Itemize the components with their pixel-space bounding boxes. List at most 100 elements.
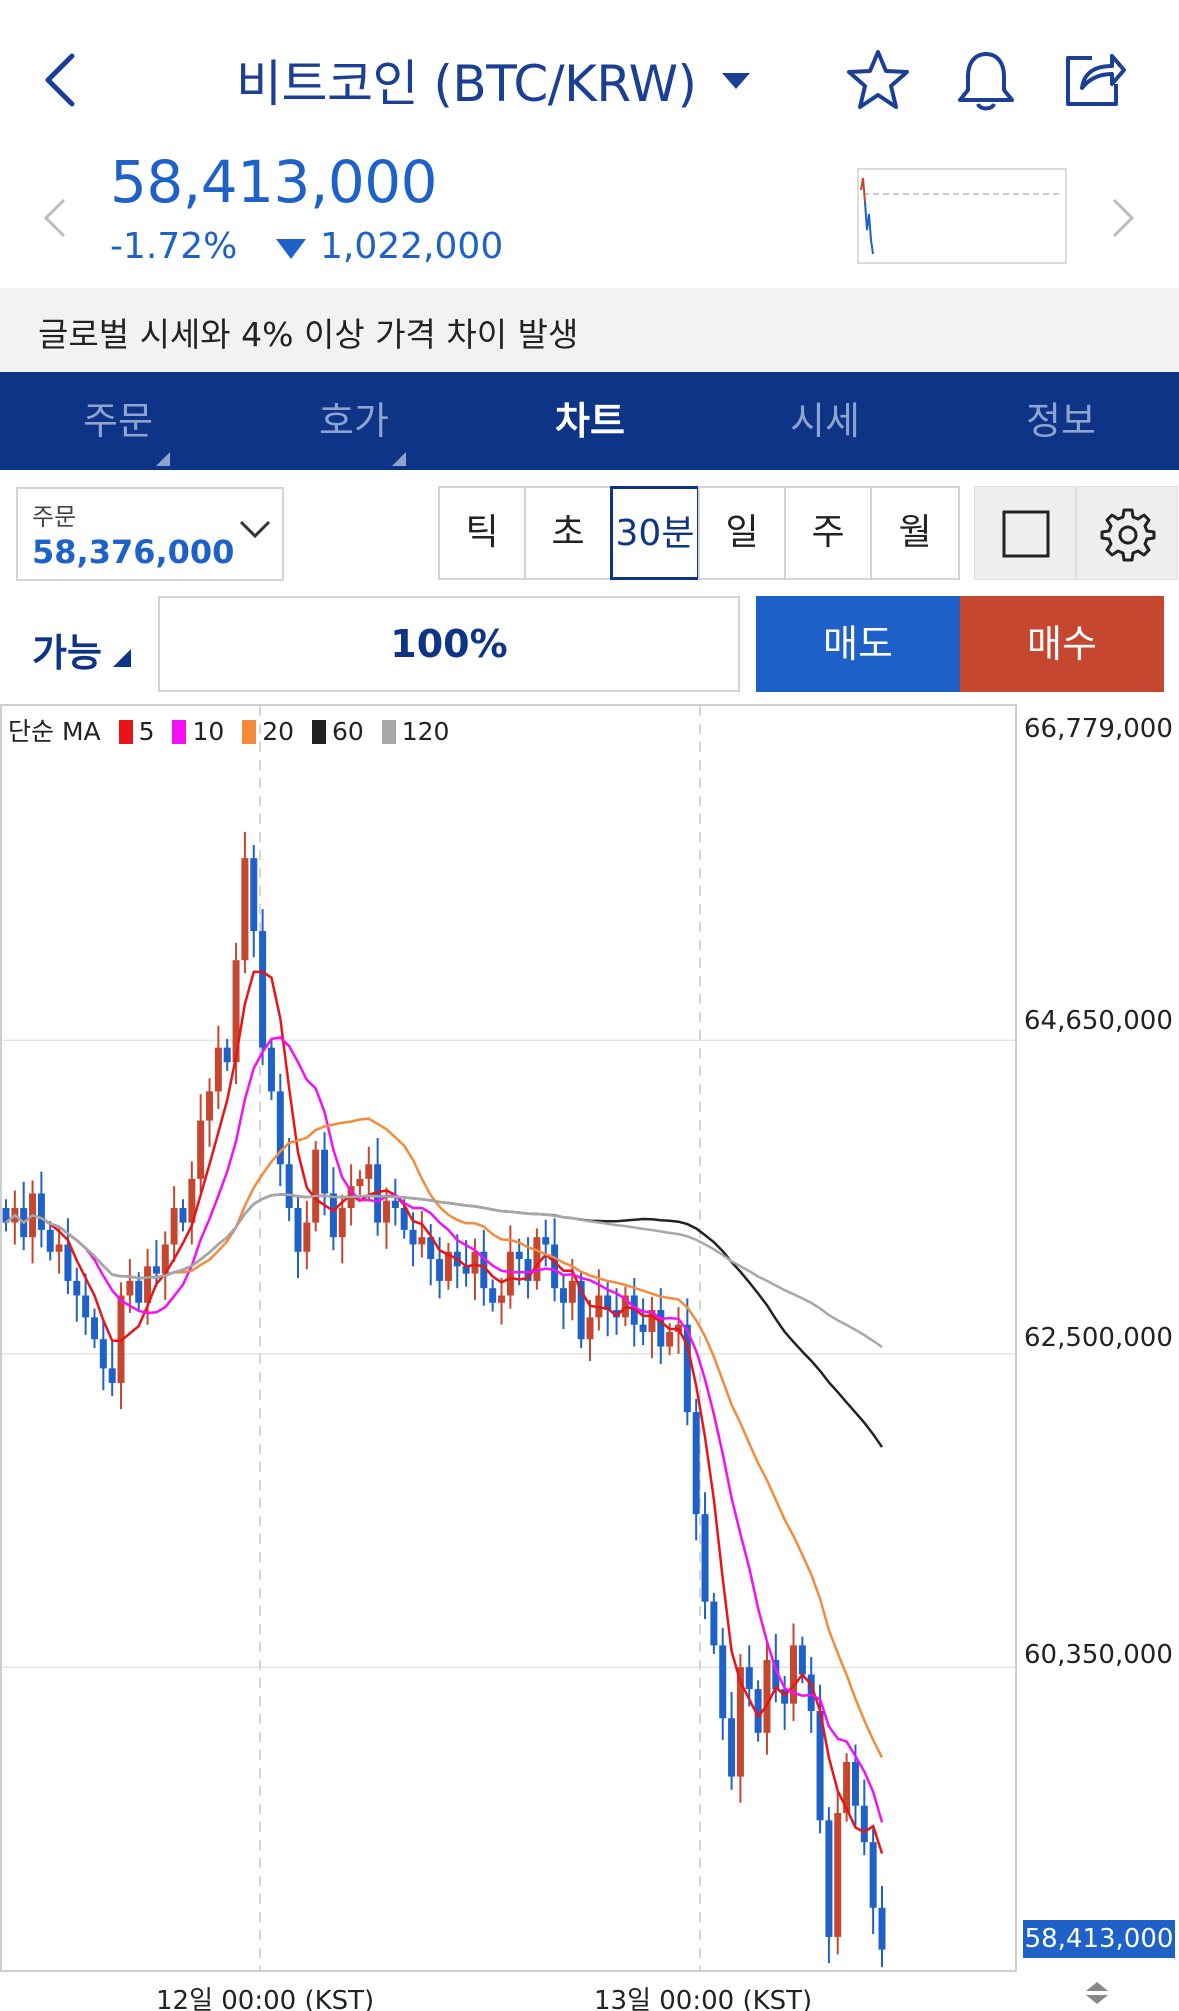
order-price-selector[interactable]: 주문 58,376,000 <box>16 487 284 581</box>
current-price-marker: 58,413,000 <box>1023 1920 1175 1958</box>
candle-body <box>860 1805 868 1843</box>
candle-body <box>568 1280 576 1303</box>
candle-body <box>179 1208 187 1223</box>
candle-body <box>82 1295 90 1318</box>
favorite-star-icon[interactable] <box>846 48 910 112</box>
x-tick-label: 13일 00:00 (KST) <box>594 1986 813 2011</box>
candle-body <box>276 1091 284 1165</box>
order-price-value: 58,376,000 <box>32 533 235 571</box>
ma10-label: 10 <box>192 717 225 746</box>
percent-input[interactable]: 100% <box>158 596 740 692</box>
price-gap-notice[interactable]: 글로벌 시세와 4% 이상 가격 차이 발생 <box>0 288 1179 372</box>
candle-body <box>135 1280 143 1303</box>
ma120-swatch <box>381 720 396 744</box>
candle-body <box>701 1514 709 1602</box>
chevron-down-icon <box>239 520 271 539</box>
tab-bar: 주문 호가 차트 시세 정보 <box>0 372 1179 470</box>
share-icon[interactable] <box>1062 48 1128 110</box>
candle-body <box>55 1244 63 1252</box>
candle-body <box>73 1280 81 1296</box>
tab-orderbook-corner-icon <box>392 438 406 466</box>
candlestick-chart[interactable] <box>0 704 1179 2011</box>
candle-body <box>604 1295 612 1311</box>
scroll-updown-icon[interactable] <box>1084 1980 1110 2006</box>
chart-settings-button[interactable] <box>1076 486 1178 580</box>
candle-body <box>267 1047 275 1092</box>
alert-bell-icon[interactable] <box>954 48 1018 114</box>
candle-body <box>2 1208 10 1223</box>
prev-coin-chevron-icon[interactable] <box>42 196 68 240</box>
tab-order-label: 주문 <box>83 399 153 443</box>
ma60-label: 60 <box>331 717 364 746</box>
candle-body <box>754 1689 762 1733</box>
ma120-line <box>5 1193 883 1349</box>
draw-tool-button[interactable] <box>974 486 1076 580</box>
next-coin-chevron-icon[interactable] <box>1110 196 1136 240</box>
interval-day-button[interactable]: 일 <box>698 486 786 580</box>
interval-tick-label: 틱 <box>465 512 499 553</box>
candle-body <box>206 1091 214 1121</box>
tab-info[interactable]: 정보 <box>943 372 1179 470</box>
ma10-swatch <box>172 720 187 744</box>
candle-body <box>90 1317 98 1340</box>
interval-30min-button[interactable]: 30분 <box>610 486 700 580</box>
available-toggle[interactable]: 가능 <box>32 622 102 677</box>
title-dropdown-caret-icon[interactable] <box>722 73 750 91</box>
interval-tick-button[interactable]: 틱 <box>438 486 526 580</box>
ma5-line <box>5 970 884 1854</box>
down-triangle-icon <box>276 239 306 259</box>
ma-legend: 단순 MA 5 10 20 60 120 <box>8 712 449 748</box>
mini-sparkline-chart[interactable] <box>857 168 1067 264</box>
candle-body <box>285 1164 293 1209</box>
sell-button[interactable]: 매도 <box>756 596 960 692</box>
candle-body <box>409 1229 417 1245</box>
ma5-label: 5 <box>138 717 155 746</box>
candle-body <box>683 1324 691 1413</box>
ma10-line <box>5 1036 884 1823</box>
back-chevron-icon[interactable] <box>40 50 80 110</box>
change-percent: -1.72% <box>110 226 238 267</box>
candle-body <box>382 1200 390 1223</box>
tab-chart[interactable]: 차트 <box>472 372 708 470</box>
candle-body <box>772 1659 780 1690</box>
candle-body <box>807 1674 815 1711</box>
candle-body <box>869 1842 877 1908</box>
tab-order-corner-icon <box>156 438 170 466</box>
candle-body <box>170 1208 178 1245</box>
page-title[interactable]: 비트코인 (BTC/KRW) <box>236 44 697 116</box>
tab-orderbook[interactable]: 호가 <box>236 372 472 470</box>
candle-body <box>427 1237 435 1260</box>
candle-body <box>338 1208 346 1238</box>
candle-body <box>108 1368 116 1383</box>
tab-order[interactable]: 주문 <box>0 372 236 470</box>
interval-week-button[interactable]: 주 <box>784 486 872 580</box>
candle-body <box>816 1710 824 1821</box>
candle-body <box>533 1237 541 1281</box>
candle-body <box>834 1813 842 1937</box>
candle-body <box>356 1178 364 1187</box>
candle-body <box>719 1645 727 1719</box>
tab-market[interactable]: 시세 <box>707 372 943 470</box>
buy-button[interactable]: 매수 <box>960 596 1164 692</box>
y-tick-label: 60,350,000 <box>1024 1640 1173 1670</box>
tab-orderbook-label: 호가 <box>319 399 389 443</box>
candle-body <box>745 1667 753 1690</box>
candle-body <box>506 1251 514 1296</box>
candle-body <box>144 1266 152 1303</box>
interval-month-button[interactable]: 월 <box>870 486 960 580</box>
interval-day-label: 일 <box>725 512 759 553</box>
candle-body <box>851 1761 859 1806</box>
candle-body <box>515 1251 523 1260</box>
interval-second-button[interactable]: 초 <box>524 486 612 580</box>
interval-second-label: 초 <box>551 512 585 553</box>
candle-body <box>294 1208 302 1252</box>
candle-body <box>542 1237 550 1245</box>
candle-body <box>471 1251 479 1274</box>
candle-body <box>214 1047 222 1092</box>
candle-body <box>250 858 258 932</box>
candle-body <box>692 1412 700 1515</box>
current-price: 58,413,000 <box>110 148 438 216</box>
candle-body <box>374 1164 382 1223</box>
candle-body <box>613 1310 621 1318</box>
y-tick-label: 66,779,000 <box>1024 714 1173 744</box>
